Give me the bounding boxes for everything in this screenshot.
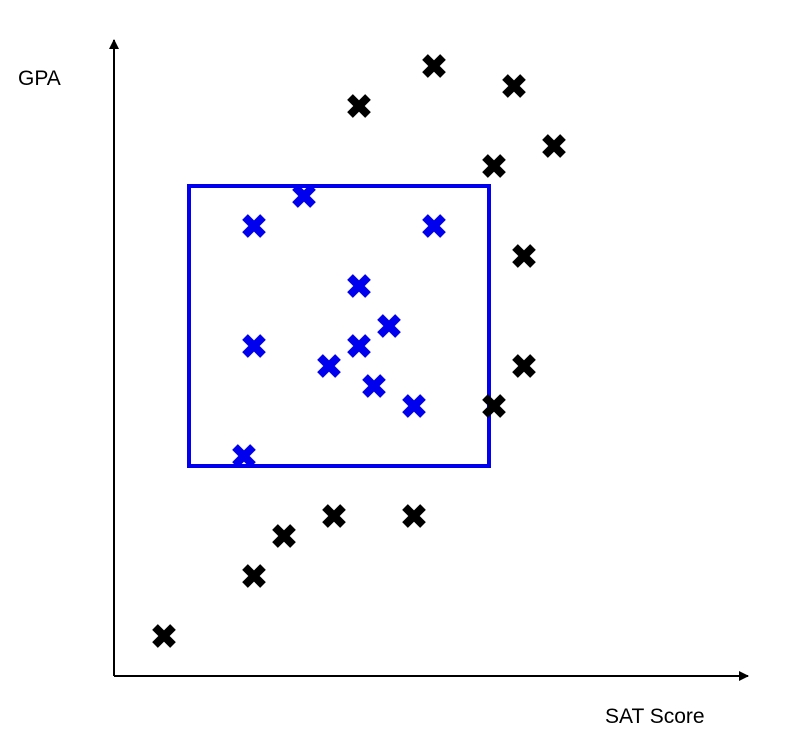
data-point-mark bbox=[422, 54, 446, 78]
x-marker-stroke bbox=[317, 354, 341, 378]
data-point-mark bbox=[482, 394, 506, 418]
x-marker-stroke bbox=[482, 394, 506, 418]
data-point-mark bbox=[422, 214, 446, 238]
data-point-mark bbox=[347, 274, 371, 298]
x-marker-stroke bbox=[502, 74, 526, 98]
data-point-mark bbox=[502, 74, 526, 98]
x-marker-stroke bbox=[242, 214, 266, 238]
data-point-mark bbox=[402, 394, 426, 418]
data-point-mark bbox=[542, 134, 566, 158]
data-point-mark bbox=[242, 564, 266, 588]
x-marker-stroke bbox=[542, 134, 566, 158]
x-marker-stroke bbox=[402, 504, 426, 528]
data-point-mark bbox=[272, 524, 296, 548]
x-marker-stroke bbox=[482, 154, 506, 178]
data-marks bbox=[152, 54, 566, 648]
data-point-mark bbox=[512, 244, 536, 268]
selection-box bbox=[187, 184, 491, 468]
data-point-mark bbox=[377, 314, 401, 338]
data-point-mark bbox=[362, 374, 386, 398]
data-point-mark bbox=[292, 184, 316, 208]
data-point-mark bbox=[347, 94, 371, 118]
x-marker-stroke bbox=[292, 184, 316, 208]
x-marker-stroke bbox=[362, 374, 386, 398]
x-marker-stroke bbox=[347, 94, 371, 118]
x-marker-stroke bbox=[347, 274, 371, 298]
x-marker-stroke bbox=[242, 564, 266, 588]
x-marker-stroke bbox=[347, 334, 371, 358]
x-marker-stroke bbox=[377, 314, 401, 338]
x-marker-stroke bbox=[512, 244, 536, 268]
data-point-mark bbox=[347, 334, 371, 358]
y-axis-label: GPA bbox=[18, 67, 61, 90]
x-marker-stroke bbox=[152, 624, 176, 648]
data-point-mark bbox=[242, 334, 266, 358]
x-marker-stroke bbox=[242, 334, 266, 358]
data-point-mark bbox=[232, 444, 256, 468]
x-marker-stroke bbox=[422, 214, 446, 238]
x-marker-stroke bbox=[402, 394, 426, 418]
data-point-mark bbox=[322, 504, 346, 528]
data-point-mark bbox=[152, 624, 176, 648]
x-marker-stroke bbox=[232, 444, 256, 468]
data-point-mark bbox=[482, 154, 506, 178]
x-marker-stroke bbox=[512, 354, 536, 378]
data-point-mark bbox=[512, 354, 536, 378]
x-axis-label: SAT Score bbox=[605, 705, 705, 728]
x-marker-stroke bbox=[322, 504, 346, 528]
data-point-mark bbox=[402, 504, 426, 528]
x-marker-stroke bbox=[422, 54, 446, 78]
data-point-mark bbox=[242, 214, 266, 238]
data-point-mark bbox=[317, 354, 341, 378]
x-marker-stroke bbox=[272, 524, 296, 548]
